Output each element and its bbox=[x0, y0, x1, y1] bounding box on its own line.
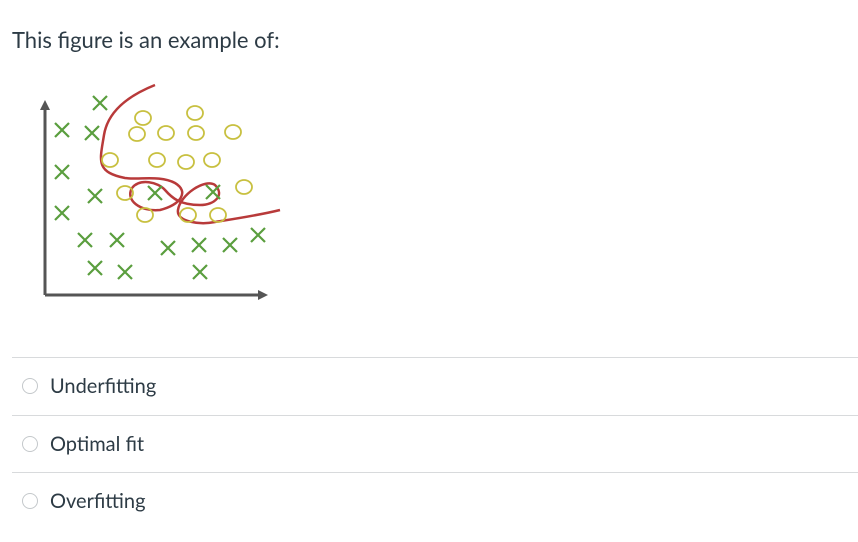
cross-marker bbox=[54, 205, 70, 221]
circle-marker bbox=[134, 110, 152, 126]
circle-marker bbox=[116, 185, 134, 201]
cross-marker bbox=[192, 264, 208, 280]
circle-marker bbox=[235, 179, 253, 195]
cross-marker bbox=[147, 185, 163, 201]
cross-marker bbox=[222, 237, 238, 253]
radio-button[interactable] bbox=[22, 436, 38, 452]
circle-marker bbox=[177, 154, 195, 170]
option-label: Overfitting bbox=[50, 489, 146, 513]
circle-marker bbox=[209, 207, 227, 223]
cross-marker bbox=[54, 122, 70, 138]
cross-marker bbox=[54, 164, 70, 180]
circle-marker bbox=[179, 207, 197, 223]
question-text: This figure is an example of: bbox=[12, 26, 280, 53]
circle-marker bbox=[157, 125, 175, 141]
circle-marker bbox=[101, 152, 119, 168]
radio-button[interactable] bbox=[22, 493, 38, 509]
figure bbox=[40, 83, 281, 300]
circle-marker bbox=[186, 105, 204, 121]
cross-marker bbox=[84, 125, 100, 141]
cross-marker bbox=[92, 95, 108, 111]
circle-marker bbox=[224, 124, 242, 140]
cross-marker bbox=[77, 232, 93, 248]
option-label: Underfitting bbox=[50, 374, 157, 398]
circle-marker bbox=[128, 126, 146, 142]
cross-marker bbox=[87, 188, 103, 204]
cross-marker bbox=[87, 260, 103, 276]
radio-button[interactable] bbox=[22, 378, 38, 394]
circle-marker bbox=[136, 207, 154, 223]
cross-marker bbox=[109, 232, 125, 248]
option-label: Optimal fit bbox=[50, 432, 145, 456]
cross-marker bbox=[250, 227, 266, 243]
cross-marker bbox=[117, 264, 133, 280]
option[interactable]: Overfitting bbox=[12, 472, 858, 530]
circle-marker bbox=[187, 125, 205, 141]
cross-marker bbox=[205, 184, 221, 200]
option[interactable]: Underfitting bbox=[12, 357, 858, 415]
cross-marker bbox=[160, 240, 176, 256]
option[interactable]: Optimal fit bbox=[12, 415, 858, 473]
cross-marker bbox=[191, 237, 207, 253]
circle-marker bbox=[203, 152, 221, 168]
circle-marker bbox=[148, 152, 166, 168]
